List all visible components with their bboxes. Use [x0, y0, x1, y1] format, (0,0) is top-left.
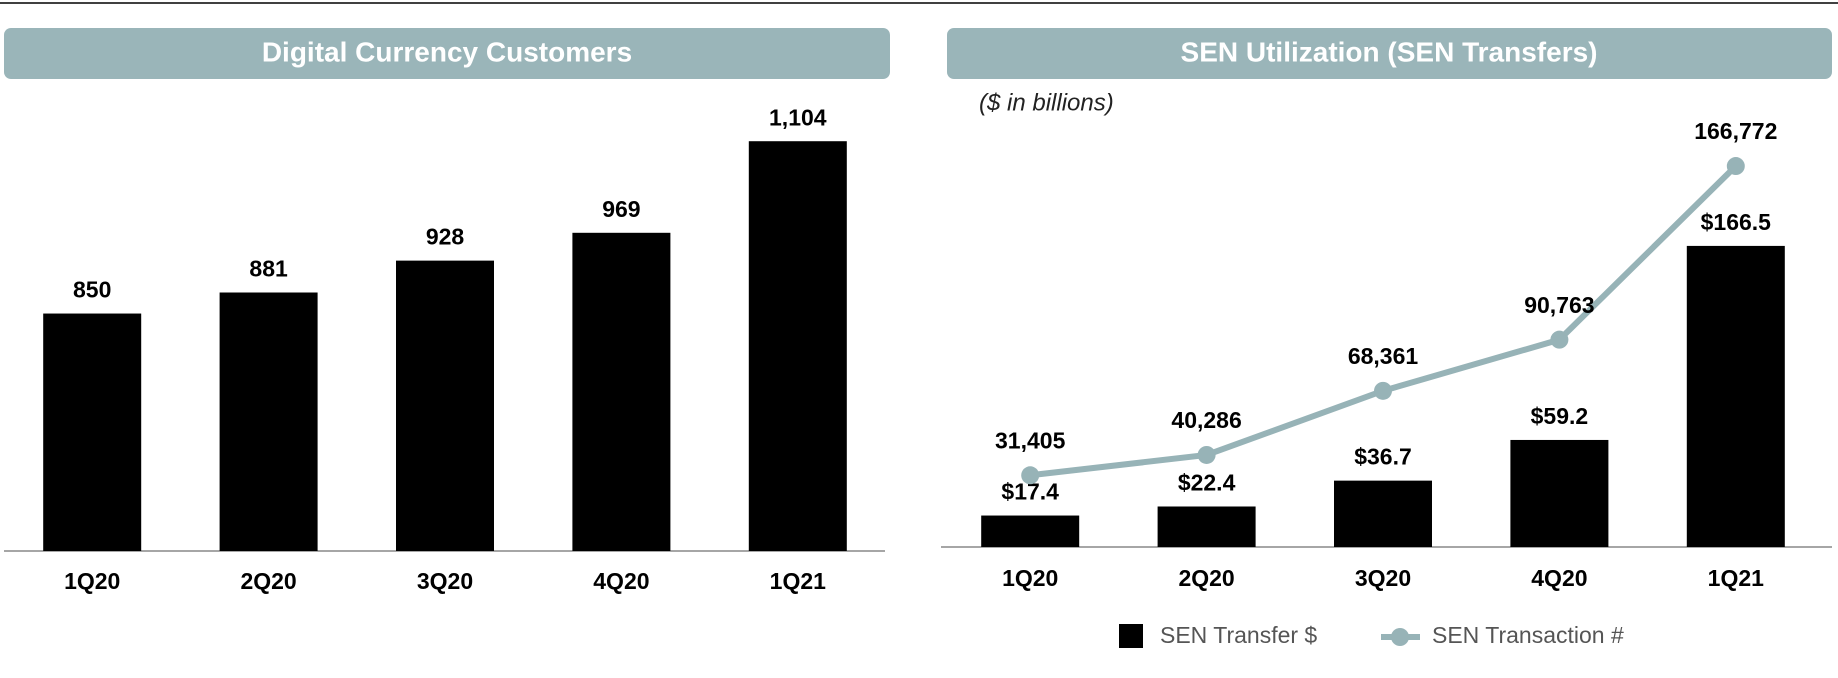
- bar: [1686, 245, 1785, 547]
- legend-label: SEN Transaction #: [1432, 622, 1624, 648]
- x-tick-label: 2Q20: [1178, 565, 1234, 591]
- legend-swatch: [1119, 624, 1143, 648]
- x-tick-label: 2Q20: [240, 568, 296, 594]
- value-label: 68,361: [1348, 343, 1419, 369]
- bar: [572, 232, 671, 551]
- value-label: $22.4: [1178, 470, 1236, 496]
- x-tick-label: 3Q20: [1355, 565, 1411, 591]
- x-tick-label: 3Q20: [417, 568, 473, 594]
- chart-subtitle: ($ in billions): [979, 89, 1114, 116]
- bar: [396, 260, 494, 551]
- x-tick-label: 4Q20: [1531, 565, 1587, 591]
- bar: [219, 292, 318, 551]
- value-label: $166.5: [1701, 209, 1772, 235]
- value-label: 166,772: [1694, 118, 1777, 144]
- chart-title: SEN Utilization (SEN Transfers): [1181, 36, 1598, 67]
- line-point: [1550, 330, 1569, 349]
- line-point: [1374, 381, 1392, 400]
- value-label: $59.2: [1531, 403, 1589, 429]
- legend-label: SEN Transfer $: [1160, 622, 1317, 648]
- x-tick-label: 1Q21: [1708, 565, 1764, 591]
- value-label: 1,104: [769, 104, 827, 130]
- legend-swatch: [1391, 628, 1409, 646]
- panel-header: [4, 28, 890, 79]
- value-label: 40,286: [1171, 407, 1241, 433]
- bar: [1510, 439, 1609, 547]
- panel-header: [947, 28, 1832, 79]
- bar: [981, 515, 1080, 547]
- value-label: 969: [602, 196, 640, 222]
- x-tick-label: 1Q21: [770, 568, 826, 594]
- bar: [748, 141, 847, 551]
- x-tick-label: 4Q20: [593, 568, 649, 594]
- value-label: 881: [249, 256, 288, 282]
- value-label: 928: [426, 224, 465, 250]
- value-label: $36.7: [1354, 444, 1412, 470]
- bar: [1334, 480, 1432, 547]
- line-point: [1021, 466, 1040, 485]
- bar: [43, 313, 142, 551]
- value-label: 31,405: [995, 427, 1066, 453]
- line-point: [1197, 445, 1216, 464]
- value-label: 850: [73, 277, 111, 303]
- x-tick-label: 1Q20: [1002, 565, 1058, 591]
- bar: [1157, 506, 1256, 547]
- value-label: 90,763: [1524, 292, 1594, 318]
- chart-title: Digital Currency Customers: [262, 36, 632, 67]
- x-tick-label: 1Q20: [64, 568, 120, 594]
- line-point: [1726, 157, 1745, 176]
- line: [1029, 163, 1738, 479]
